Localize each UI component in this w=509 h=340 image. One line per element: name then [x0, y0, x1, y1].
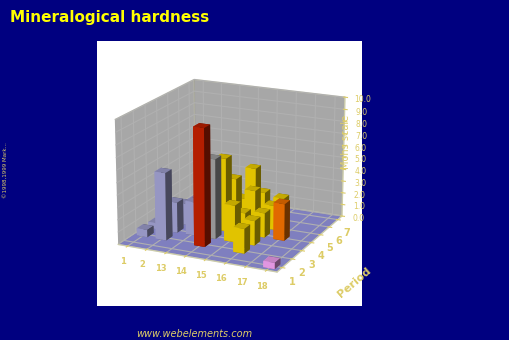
Text: www.webelements.com: www.webelements.com: [135, 328, 251, 339]
Text: Mohs scale: Mohs scale: [341, 115, 351, 169]
Y-axis label: Period: Period: [335, 266, 372, 300]
Text: ©1998,1999 Mark...: ©1998,1999 Mark...: [3, 142, 8, 198]
Text: Mineralogical hardness: Mineralogical hardness: [10, 10, 209, 25]
